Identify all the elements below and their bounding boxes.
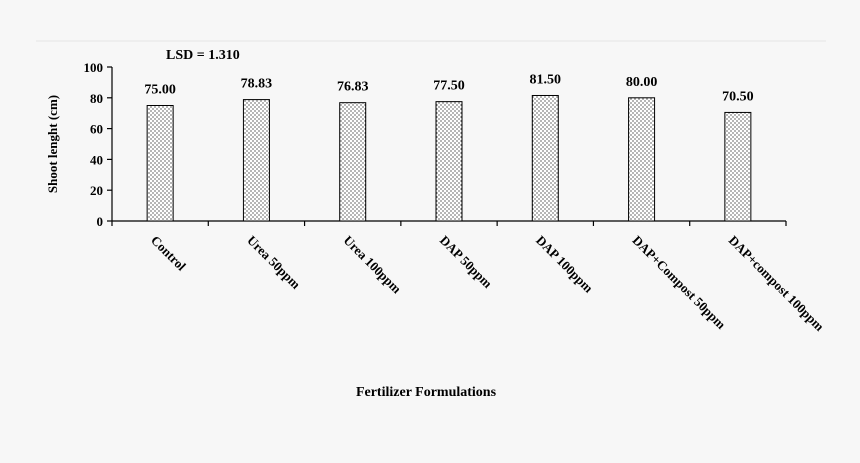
bar-0 <box>146 105 174 222</box>
category-label-6: DAP+compost 100ppm <box>726 233 828 335</box>
category-label-5: DAP+Compost 50ppm <box>629 233 728 332</box>
y-tick-label-40: 40 <box>90 152 103 167</box>
data-label-0: 75.00 <box>144 83 176 98</box>
bar-4 <box>531 94 559 222</box>
y-tick-label-20: 20 <box>90 183 103 198</box>
lsd-annotation: LSD = 1.310 <box>166 48 240 63</box>
data-label-5: 80.00 <box>626 75 658 90</box>
x-axis-label: Fertilizer Formulations <box>356 385 497 400</box>
data-label-6: 70.50 <box>722 89 754 104</box>
category-label-4: DAP 100ppm <box>533 233 596 296</box>
y-tick-label-60: 60 <box>90 122 103 137</box>
y-tick-label-80: 80 <box>90 91 103 106</box>
category-label-1: Urea 50ppm <box>244 233 303 292</box>
category-label-3: DAP 50ppm <box>437 233 495 291</box>
bar-2 <box>339 102 367 222</box>
data-label-1: 78.83 <box>241 77 273 92</box>
bar-5 <box>628 97 656 222</box>
data-label-2: 76.83 <box>337 80 369 95</box>
category-label-0: Control <box>148 233 189 274</box>
data-label-4: 81.50 <box>530 72 562 87</box>
y-axis-label: Shoot lenght (cm) <box>45 95 60 193</box>
y-tick-label-0: 0 <box>97 214 104 229</box>
data-label-3: 77.50 <box>433 79 465 94</box>
y-tick-label-100: 100 <box>84 60 104 75</box>
plot-area: 0 20 40 60 80 100 75.00 Control 78.83 Urea 50ppm 7… <box>84 60 828 334</box>
category-label-2: Urea 100ppm <box>341 233 405 297</box>
bar-3 <box>435 101 463 222</box>
bar-6 <box>724 111 752 222</box>
bar-1 <box>242 99 270 222</box>
